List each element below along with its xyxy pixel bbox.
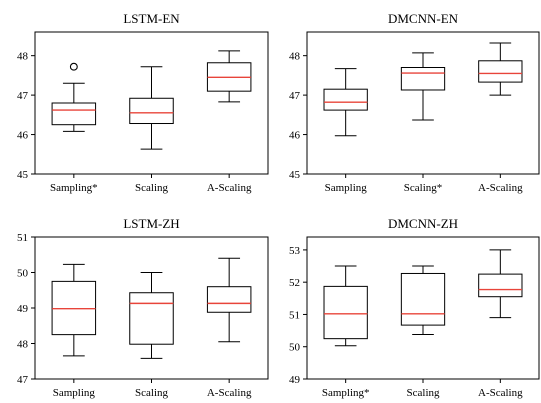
y-tick-label: 50 <box>17 268 29 280</box>
iqr-box <box>51 102 97 126</box>
box-scaling <box>400 265 446 335</box>
iqr-box <box>323 285 368 340</box>
iqr-box <box>51 280 97 336</box>
y-tick-label: 53 <box>289 245 301 257</box>
panel-lstm-zh: LSTM-ZH 47 48 49 50 51 Sampling Scaling A-Scali… <box>17 216 269 399</box>
x-tick-label: A-Scaling <box>478 387 523 399</box>
y-tick-label: 49 <box>289 374 301 386</box>
y-tick-label: 47 <box>17 374 29 386</box>
y-tick-label: 52 <box>289 277 300 289</box>
y-tick-label: 47 <box>289 90 301 102</box>
box-scaling <box>129 272 174 359</box>
iqr-box <box>478 60 523 83</box>
y-tick-label: 51 <box>289 309 300 321</box>
y-tick-label: 46 <box>17 130 29 142</box>
iqr-box <box>129 292 174 345</box>
box-a-scaling <box>206 257 252 343</box>
box-a-scaling <box>478 249 523 319</box>
y-tick-label: 50 <box>289 342 301 354</box>
panel-title: DMCNN-ZH <box>388 216 458 231</box>
y-tick-label: 48 <box>17 51 29 63</box>
x-tick-label: Scaling* <box>404 182 443 194</box>
x-tick-label: A-Scaling <box>478 182 523 194</box>
iqr-box <box>400 67 446 91</box>
panel-dmcnn-zh: DMCNN-ZH 49 50 51 52 53 Sampling* Scaling A-Sca… <box>289 216 540 399</box>
y-tick-label: 51 <box>17 232 28 244</box>
box-sampling <box>323 265 368 347</box>
x-tick-label: A-Scaling <box>207 387 252 399</box>
x-tick-label: Scaling <box>135 387 168 399</box>
iqr-box <box>129 97 174 125</box>
box-sampling <box>51 263 97 357</box>
y-tick-label: 49 <box>17 303 29 315</box>
iqr-box <box>323 88 368 111</box>
panel-title: LSTM-EN <box>123 11 180 26</box>
iqr-box <box>400 272 446 326</box>
panel-lstm-en: LSTM-EN 45 46 47 48 Sampling* Scaling A-Scalin… <box>17 11 269 194</box>
y-tick-label: 48 <box>17 339 29 351</box>
panel-dmcnn-en: DMCNN-EN 45 46 47 48 Sampling Scaling* A-Scali… <box>289 11 540 194</box>
y-tick-label: 46 <box>289 130 301 142</box>
y-tick-label: 45 <box>17 169 29 181</box>
x-tick-label: Scaling <box>135 182 168 194</box>
x-tick-label: Sampling <box>325 182 368 194</box>
box-scaling <box>129 66 174 150</box>
box-sampling <box>323 68 368 137</box>
x-tick-label: Sampling <box>53 387 96 399</box>
box-a-scaling <box>478 42 523 96</box>
x-tick-label: Scaling <box>407 387 440 399</box>
x-tick-label: Sampling* <box>50 182 98 194</box>
y-tick-label: 45 <box>289 169 301 181</box>
axes-frame <box>306 236 540 380</box>
x-tick-label: Sampling* <box>322 387 370 399</box>
iqr-box <box>206 286 252 313</box>
y-tick-label: 47 <box>17 90 29 102</box>
iqr-box <box>478 273 523 298</box>
x-tick-label: A-Scaling <box>207 182 252 194</box>
y-tick-label: 48 <box>289 51 301 63</box>
box-a-scaling <box>206 50 252 103</box>
panel-title: LSTM-ZH <box>123 216 179 231</box>
box-scaling <box>400 52 446 121</box>
panel-title: DMCNN-EN <box>388 11 459 26</box>
outlier-point <box>69 62 78 71</box>
box-sampling <box>51 62 97 132</box>
